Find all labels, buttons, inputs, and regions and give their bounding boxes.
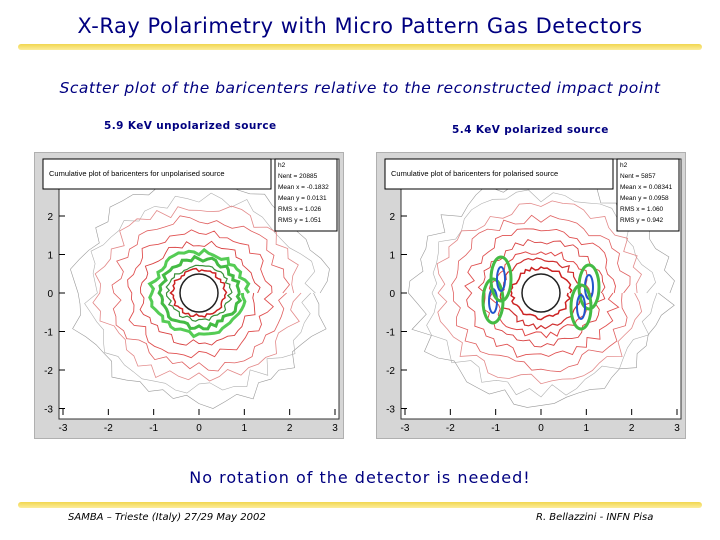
stats-line: RMS x = 1.060 — [620, 206, 664, 213]
footer-highlight-bar — [18, 502, 702, 508]
lobe-contour — [569, 283, 593, 331]
stats-line: RMS y = 1.051 — [278, 217, 322, 224]
footer-right: R. Bellazzini - INFN Pisa — [536, 512, 654, 523]
x-tick-label: -1 — [491, 423, 500, 434]
plot-unpolarized: -3 -2 -1 0 1 2 3 2 1 0 -1 -2 -3 Cumulative plot of ba… — [34, 152, 344, 439]
plot-unpolarized-canvas: -3 -2 -1 0 1 2 3 2 1 0 -1 -2 -3 Cumulative plot of ba… — [42, 158, 340, 434]
x-tick-label: 1 — [584, 423, 590, 434]
stats-line: Mean y = 0.0958 — [620, 195, 669, 202]
contour-ring — [169, 267, 228, 318]
stats-name: h2 — [278, 162, 286, 169]
contour-ring — [157, 254, 243, 331]
x-tick-label: 2 — [629, 423, 635, 434]
contour-ring — [147, 247, 251, 339]
x-tick-label: 0 — [196, 423, 202, 434]
central-hole — [179, 273, 219, 313]
y-tick-label: 2 — [389, 212, 395, 223]
stats-line: RMS x = 1.026 — [278, 206, 322, 213]
stats-line: Mean y = 0.0131 — [278, 195, 327, 202]
y-tick-label: 1 — [47, 251, 53, 262]
x-tick-label: -1 — [149, 423, 158, 434]
stats-box — [274, 158, 338, 232]
plot-title-box — [42, 158, 272, 190]
y-tick-label: 1 — [389, 251, 395, 262]
stats-line: Nent = 5857 — [620, 173, 656, 180]
plot-title-text: Cumulative plot of baricenters for polar… — [391, 169, 558, 178]
contour-ring — [509, 266, 573, 321]
plot-title-text: Cumulative plot of baricenters for unpol… — [49, 169, 225, 178]
contour-ring — [92, 205, 302, 382]
plot-left-label: 5.9 KeV unpolarized source — [104, 120, 277, 132]
y-tick-label: 2 — [47, 212, 53, 223]
stats-box — [616, 158, 680, 232]
stats-line: RMS y = 0.942 — [620, 217, 664, 224]
plot-title-box — [384, 158, 614, 190]
y-tick-label: -1 — [386, 328, 395, 339]
x-tick-label: -3 — [59, 423, 68, 434]
x-tick-label: 1 — [242, 423, 248, 434]
lobe-core — [496, 266, 506, 292]
slide-subtitle: Scatter plot of the baricenters relative… — [59, 79, 661, 97]
y-tick-label: -3 — [386, 405, 395, 416]
x-tick-label: 2 — [287, 423, 293, 434]
contour-ring — [464, 228, 620, 358]
central-hole — [521, 273, 561, 313]
y-tick-label: -2 — [44, 366, 53, 377]
conclusion-note: No rotation of the detector is needed! — [189, 468, 531, 487]
x-tick-label: -2 — [446, 423, 455, 434]
contour-ring — [165, 264, 233, 322]
x-tick-label: 3 — [332, 423, 338, 434]
contour-ring — [436, 200, 643, 385]
y-tick-label: 0 — [47, 289, 53, 300]
contour-ring — [70, 177, 330, 409]
contour-ring — [499, 257, 583, 330]
lobe-core — [576, 294, 586, 320]
title-highlight-bar — [18, 44, 702, 50]
contour-ring — [139, 240, 261, 346]
lobe-contour — [489, 255, 513, 303]
y-tick-label: -3 — [44, 405, 53, 416]
contour-ring — [408, 178, 675, 408]
footer-left: SAMBA – Trieste (Italy) 27/29 May 2002 — [68, 512, 266, 523]
x-tick-label: -3 — [401, 423, 410, 434]
plot-polarized-canvas: -3 -2 -1 0 1 2 3 2 1 0 -1 -2 -3 Cumulative plot of ba… — [384, 158, 682, 434]
y-tick-label: -1 — [44, 328, 53, 339]
contour-ring — [111, 215, 291, 372]
x-tick-label: -2 — [104, 423, 113, 434]
contour-ring — [84, 192, 316, 394]
stats-line: Nent = 20885 — [278, 173, 318, 180]
y-tick-label: 0 — [389, 289, 395, 300]
stats-line: Mean x = 0.08341 — [620, 184, 673, 191]
contour-ring — [426, 189, 658, 398]
stats-name: h2 — [620, 162, 628, 169]
slide-title: X-Ray Polarimetry with Micro Pattern Gas… — [77, 14, 643, 38]
plot-polarized: -3 -2 -1 0 1 2 3 2 1 0 -1 -2 -3 Cumulative plot of ba… — [376, 152, 686, 439]
contour-ring — [127, 229, 274, 359]
x-tick-label: 3 — [674, 423, 680, 434]
x-tick-label: 0 — [538, 423, 544, 434]
plot-right-label: 5.4 KeV polarized source — [452, 124, 609, 136]
contour-ring — [451, 214, 631, 373]
stats-line: Mean x = -0.1832 — [278, 184, 329, 191]
y-tick-label: -2 — [386, 366, 395, 377]
